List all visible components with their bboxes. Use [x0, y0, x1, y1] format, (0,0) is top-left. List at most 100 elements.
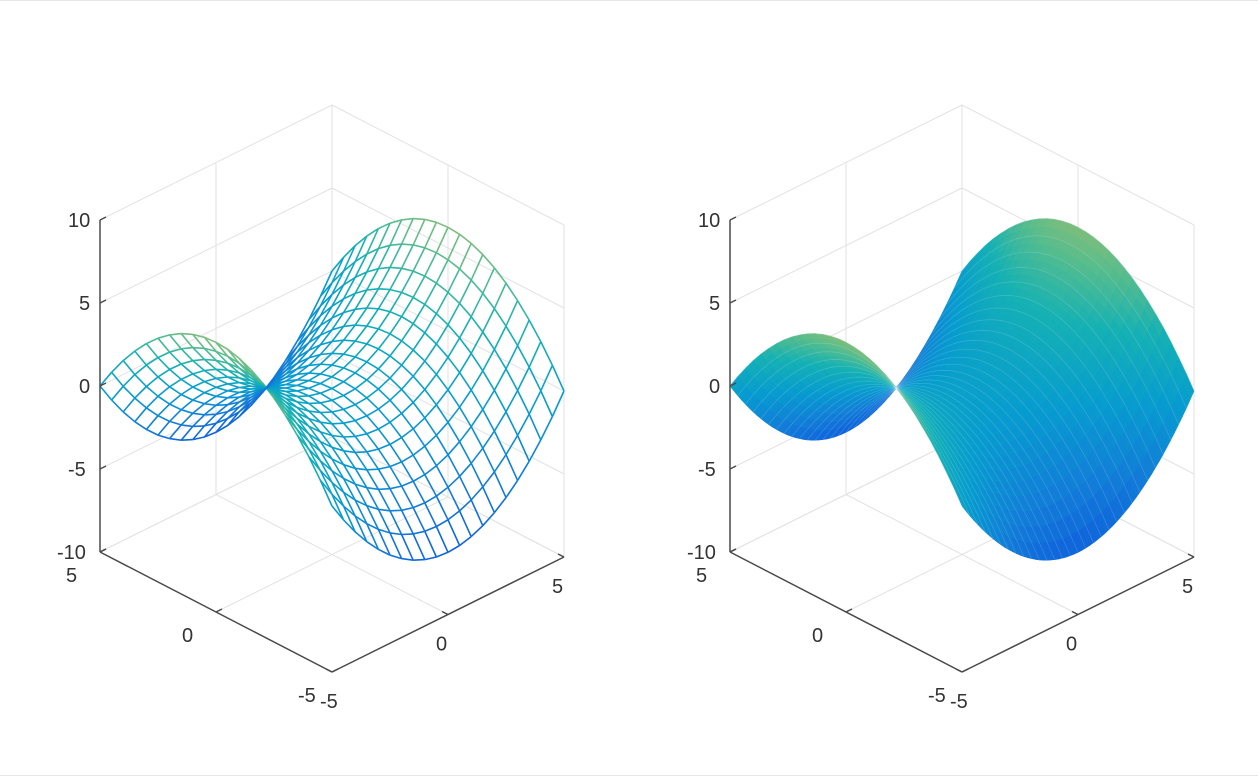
mesh-line — [343, 276, 356, 286]
mesh-line — [319, 450, 333, 460]
grid-line — [99, 353, 333, 470]
mesh-line — [180, 363, 194, 375]
mesh-line — [413, 244, 425, 249]
mesh-line — [250, 382, 263, 388]
mesh-line — [203, 404, 217, 416]
mesh-line — [401, 506, 414, 512]
mesh-line — [493, 471, 507, 498]
mesh-line — [331, 284, 345, 307]
mesh-line — [482, 471, 496, 488]
mesh-line — [400, 461, 414, 482]
mesh-line — [378, 328, 391, 335]
mesh-line — [320, 382, 333, 390]
mesh-line — [273, 373, 287, 383]
axis-lines — [729, 216, 1195, 673]
mesh-line — [308, 402, 321, 405]
mesh-line — [285, 383, 298, 387]
mesh-line — [238, 388, 252, 394]
mesh-line — [296, 429, 310, 450]
mesh-line — [528, 390, 542, 415]
mesh-line — [482, 370, 496, 391]
mesh-line — [930, 281, 1164, 455]
mesh-line — [447, 356, 461, 374]
mesh-line — [122, 397, 136, 413]
mesh-line — [331, 325, 344, 331]
mesh-line — [377, 529, 391, 556]
mesh-line — [319, 305, 333, 326]
mesh-line — [146, 428, 159, 436]
mesh-line — [424, 247, 437, 254]
mesh-line — [343, 403, 356, 411]
mesh-line — [134, 374, 147, 388]
mesh-line — [110, 371, 124, 387]
mesh-line — [204, 391, 217, 398]
mesh-line — [296, 390, 310, 397]
mesh-line — [505, 325, 519, 347]
mesh-line — [215, 417, 229, 433]
mesh-line — [145, 356, 159, 366]
mesh-line — [308, 372, 321, 375]
mesh-line — [273, 370, 287, 381]
mesh-line — [331, 434, 344, 438]
surface-plot-dense[interactable]: -5 0 5 -5 0 5 10 5 0 -5 -10 — [687, 104, 1195, 713]
mesh-line — [308, 353, 321, 366]
mesh-line — [203, 413, 217, 427]
mesh-line — [899, 330, 1133, 503]
mesh-line — [400, 412, 414, 430]
mesh-line — [458, 475, 472, 501]
mesh-line — [308, 425, 321, 433]
mesh-line — [459, 499, 472, 512]
mesh-line — [389, 488, 403, 511]
mesh-line — [366, 288, 379, 291]
mesh-line — [296, 418, 310, 435]
mesh-line — [192, 392, 205, 401]
mesh-line — [296, 341, 310, 353]
z-tick-mark — [729, 299, 737, 304]
mesh-line — [111, 360, 124, 373]
mesh-line — [308, 417, 321, 423]
mesh-line — [366, 348, 379, 363]
z-tick-label: -10 — [687, 542, 716, 564]
mesh-line — [412, 332, 426, 351]
mesh-line — [342, 464, 356, 485]
mesh-line — [320, 399, 333, 404]
mesh-line — [215, 395, 228, 399]
mesh-line — [435, 324, 449, 345]
mesh-line — [458, 510, 472, 537]
mesh-line — [250, 391, 264, 407]
mesh-line — [192, 333, 205, 339]
mesh-line — [435, 373, 449, 391]
mesh-line — [181, 438, 193, 441]
mesh-line — [470, 352, 484, 372]
mesh-line — [355, 307, 367, 311]
mesh-line — [354, 372, 368, 381]
mesh-line — [377, 428, 391, 445]
mesh-line — [273, 383, 286, 387]
mesh-line — [482, 447, 496, 473]
y-tick-label: 0 — [182, 625, 193, 647]
mesh-line — [400, 388, 414, 404]
mesh-line — [377, 448, 391, 468]
mesh-line — [355, 433, 367, 438]
mesh-line — [377, 222, 391, 249]
mesh-line — [343, 450, 356, 454]
mesh-line — [192, 360, 205, 372]
mesh-line — [320, 440, 333, 449]
mesh-line — [343, 324, 356, 328]
grid-line — [99, 187, 333, 304]
x-tick-label: 0 — [436, 634, 447, 656]
mesh-line — [551, 390, 565, 417]
mesh-line — [493, 325, 507, 350]
mesh-line — [308, 373, 321, 382]
mesh-line — [946, 251, 1179, 425]
z-tick-label: -10 — [57, 542, 86, 564]
mesh-line — [319, 305, 333, 317]
z-tick-mark — [99, 382, 107, 387]
axis-lines — [99, 216, 565, 673]
mesh-line — [157, 376, 171, 388]
mesh-line — [366, 397, 379, 410]
mesh-line — [319, 431, 333, 448]
mesh-line — [377, 421, 391, 430]
mesh-line — [516, 460, 530, 481]
surface-plot-mesh[interactable]: -5 0 5 -5 0 5 10 5 0 -5 -10 — [57, 104, 565, 713]
